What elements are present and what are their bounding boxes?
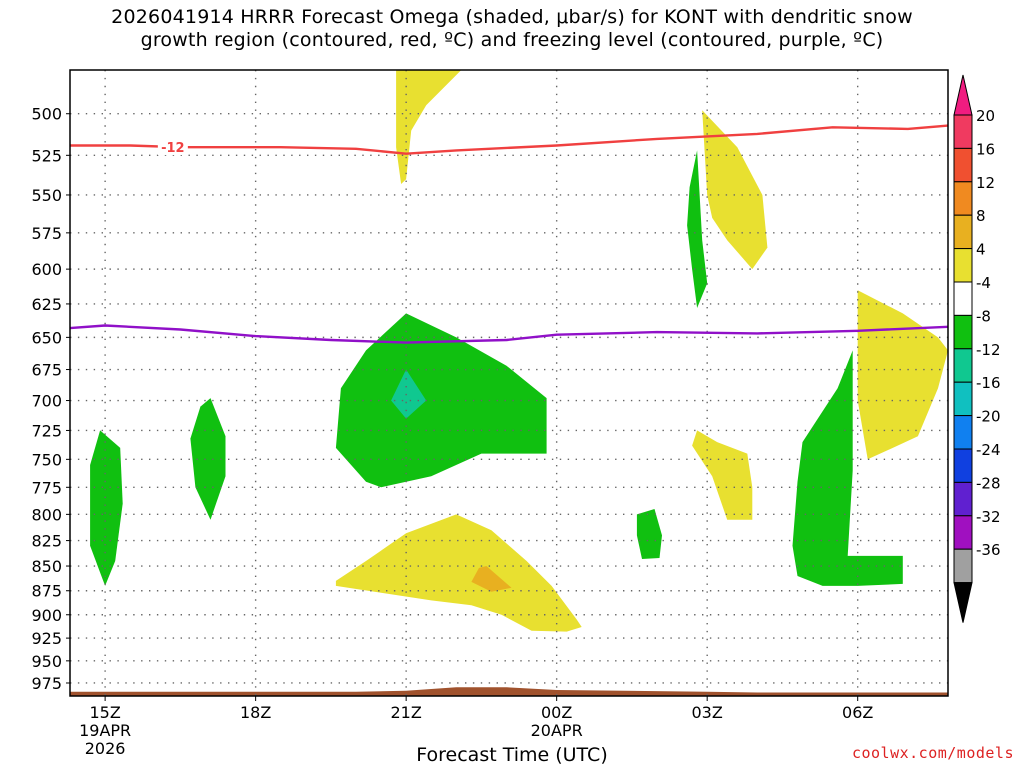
omega-region-10 (687, 150, 708, 308)
colorbar: 20 16 12 8 4 -4 -8 -12 -16 -20 -24 -28 -32 -36 (953, 74, 1001, 623)
x-tick-label-21Z: 21Z (390, 703, 421, 722)
y-tick-label-500: 500 (31, 105, 62, 124)
colorbar-swatch--36 (953, 548, 973, 584)
colorbar-label--12: -12 (976, 341, 1001, 359)
y-tick-label-575: 575 (31, 224, 62, 243)
colorbar-swatch-4 (953, 248, 973, 283)
x-tick-label-00Z: 00Z (541, 703, 572, 722)
colorbar-swatch--4 (953, 281, 973, 316)
omega-region-9 (391, 369, 427, 419)
y-axis-ticks: 500 525 550 575 600 625 650 675 700 725 750 775 800 8… (31, 105, 70, 693)
x-axis-label: Forecast Time (UTC) (416, 744, 608, 766)
omega-region-12 (792, 350, 903, 586)
y-tick-label-875: 875 (31, 582, 62, 601)
terrain-surface (70, 687, 948, 696)
y-tick-label-550: 550 (31, 186, 62, 205)
omega-region-6 (90, 430, 123, 586)
omega-region-5 (471, 566, 512, 592)
omega-region-7 (190, 398, 226, 520)
title-line-1: 2026041914 HRRR Forecast Omega (shaded, … (111, 6, 913, 28)
y-tick-label-800: 800 (31, 505, 62, 524)
contours: -12 (69, 124, 949, 344)
y-tick-label-725: 725 (31, 421, 62, 440)
colorbar-swatch-16 (953, 147, 973, 183)
omega-region-8 (335, 313, 547, 488)
x-tick-label-18Z: 18Z (240, 703, 271, 722)
y-tick-label-925: 925 (31, 629, 62, 648)
y-tick-label-950: 950 (31, 652, 62, 671)
omega-region-3 (692, 430, 753, 520)
colorbar-label--8: -8 (976, 307, 991, 325)
chart-title: 2026041914 HRRR Forecast Omega (shaded, … (0, 6, 1024, 52)
dgz-contour (70, 124, 949, 155)
colorbar-label--24: -24 (976, 441, 1001, 459)
x-tick-sublabel-2026: 2026 (85, 739, 126, 758)
y-tick-label-600: 600 (31, 260, 62, 279)
omega-region-11 (636, 509, 662, 559)
colorbar-swatch--32 (953, 515, 973, 550)
colorbar-label-4: 4 (976, 241, 986, 259)
colorbar-label--36: -36 (976, 541, 1001, 559)
grid-lines (70, 70, 948, 696)
dgz-contour-label: -12 (161, 141, 185, 156)
colorbar-label-20: 20 (976, 107, 995, 125)
dgz-label-bg (157, 139, 188, 156)
y-tick-label-750: 750 (31, 450, 62, 469)
y-tick-label-825: 825 (31, 532, 62, 551)
title-line-2: growth region (contoured, red, ºC) and f… (140, 29, 884, 51)
colorbar-label-16: 16 (976, 140, 995, 158)
colorbar-label--4: -4 (976, 274, 991, 292)
colorbar-swatch--28 (953, 481, 973, 517)
terrain-fill (70, 687, 948, 696)
colorbar-swatch--8 (953, 314, 973, 350)
colorbar-label--28: -28 (976, 474, 1001, 492)
omega-region-1 (702, 110, 768, 270)
y-tick-label-900: 900 (31, 606, 62, 625)
omega-region-0 (396, 70, 462, 184)
plot-frame (69, 69, 949, 697)
colorbar-label-12: 12 (976, 174, 995, 192)
colorbar-top-arrow (953, 74, 973, 116)
y-tick-label-675: 675 (31, 361, 62, 380)
omega-region-2 (857, 290, 948, 460)
x-tick-label-03Z: 03Z (692, 703, 723, 722)
colorbar-label-8: 8 (976, 207, 986, 225)
x-tick-sublabel-20APR: 20APR (531, 721, 583, 740)
y-tick-label-625: 625 (31, 295, 62, 314)
colorbar-swatch--24 (953, 448, 973, 483)
x-tick-label-06Z: 06Z (842, 703, 873, 722)
colorbar-label--20: -20 (976, 408, 1001, 426)
y-tick-label-975: 975 (31, 674, 62, 693)
y-tick-label-700: 700 (31, 392, 62, 411)
colorbar-swatch-20 (953, 114, 973, 149)
y-tick-label-650: 650 (31, 328, 62, 347)
x-tick-label-15Z: 15Z (89, 703, 120, 722)
colorbar-swatch--12 (953, 348, 973, 383)
colorbar-swatch--20 (953, 415, 973, 450)
y-tick-label-525: 525 (31, 146, 62, 165)
freezing-level-contour (69, 324, 949, 344)
colorbar-label--32: -32 (976, 508, 1001, 526)
credit-link[interactable]: coolwx.com/models (851, 744, 1014, 762)
colorbar-swatch--16 (953, 381, 973, 417)
colorbar-swatch-12 (953, 181, 973, 216)
omega-region-4 (335, 514, 582, 632)
y-tick-label-850: 850 (31, 557, 62, 576)
y-tick-label-775: 775 (31, 478, 62, 497)
x-tick-sublabel-19APR: 19APR (79, 721, 131, 740)
colorbar-bottom-arrow (953, 582, 973, 623)
colorbar-swatch-8 (953, 214, 973, 250)
colorbar-label--16: -16 (976, 374, 1001, 392)
omega-shading (90, 70, 948, 632)
